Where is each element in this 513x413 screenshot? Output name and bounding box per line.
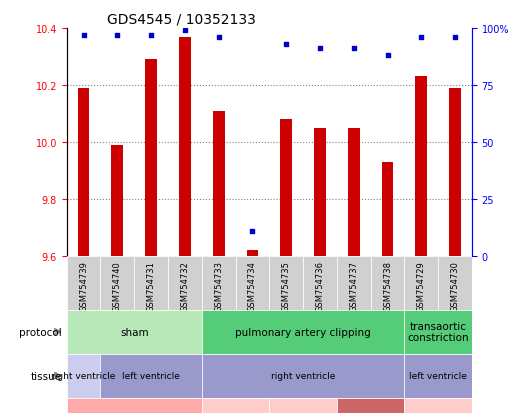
Text: GSM754729: GSM754729	[417, 260, 426, 311]
Text: protocol: protocol	[19, 327, 62, 337]
Bar	[382, 162, 393, 256]
Text: GSM754740: GSM754740	[113, 260, 122, 311]
Bar	[337, 256, 370, 310]
Text: sham: sham	[120, 327, 149, 337]
Text: right ventricle: right ventricle	[51, 371, 116, 380]
Bar	[438, 256, 472, 310]
Point	[282, 41, 290, 48]
Point	[113, 32, 122, 39]
Bar	[101, 256, 134, 310]
Point	[181, 28, 189, 35]
Bar	[404, 256, 438, 310]
Bar	[404, 354, 472, 398]
Bar	[235, 256, 269, 310]
Point	[80, 32, 88, 39]
Bar	[449, 88, 461, 256]
Bar	[370, 256, 404, 310]
Text: GSM754731: GSM754731	[147, 260, 155, 311]
Bar	[213, 111, 225, 256]
Text: GSM754733: GSM754733	[214, 260, 223, 311]
Text: GSM754734: GSM754734	[248, 260, 257, 311]
Bar	[134, 256, 168, 310]
Bar	[269, 256, 303, 310]
Text: GSM754735: GSM754735	[282, 260, 291, 311]
Bar	[303, 256, 337, 310]
Text: GSM754739: GSM754739	[79, 260, 88, 311]
Point	[248, 228, 256, 235]
Bar	[101, 354, 202, 398]
Bar	[404, 398, 472, 413]
Bar	[202, 354, 404, 398]
Bar	[67, 310, 202, 354]
Bar	[337, 398, 404, 413]
Text: GSM754730: GSM754730	[450, 260, 460, 311]
Bar	[67, 354, 101, 398]
Bar	[168, 256, 202, 310]
Bar	[67, 256, 101, 310]
Bar	[280, 120, 292, 256]
Bar	[67, 398, 202, 413]
Bar	[269, 398, 337, 413]
Point	[383, 53, 391, 59]
Text: transaortic
constriction: transaortic constriction	[407, 321, 469, 342]
Bar	[416, 77, 427, 256]
Text: left ventricle: left ventricle	[409, 371, 467, 380]
Bar	[202, 310, 404, 354]
Point	[451, 35, 459, 41]
Point	[350, 46, 358, 52]
Text: GSM754738: GSM754738	[383, 260, 392, 311]
Text: left ventricle: left ventricle	[122, 371, 180, 380]
Text: pulmonary artery clipping: pulmonary artery clipping	[235, 327, 371, 337]
Bar	[202, 256, 235, 310]
Point	[214, 35, 223, 41]
Bar	[247, 250, 259, 256]
Bar	[179, 38, 191, 256]
Bar	[145, 60, 157, 256]
Bar	[348, 128, 360, 256]
Bar	[202, 398, 269, 413]
Bar	[111, 145, 123, 256]
Bar	[404, 310, 472, 354]
Bar	[77, 88, 89, 256]
Text: right ventricle: right ventricle	[271, 371, 336, 380]
Text: GSM754732: GSM754732	[181, 260, 189, 311]
Text: GDS4545 / 10352133: GDS4545 / 10352133	[107, 12, 256, 26]
Point	[147, 32, 155, 39]
Text: tissue: tissue	[30, 371, 62, 381]
Text: GSM754736: GSM754736	[315, 260, 325, 311]
Bar	[314, 128, 326, 256]
Text: GSM754737: GSM754737	[349, 260, 358, 311]
Point	[417, 35, 425, 41]
Point	[316, 46, 324, 52]
